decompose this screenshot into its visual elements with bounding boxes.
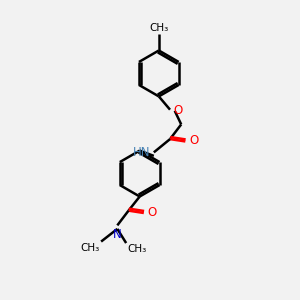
Text: N: N xyxy=(113,228,122,241)
Text: HN: HN xyxy=(133,146,150,159)
Text: O: O xyxy=(148,206,157,219)
Text: CH₃: CH₃ xyxy=(80,243,100,253)
Text: CH₃: CH₃ xyxy=(128,244,147,254)
Text: CH₃: CH₃ xyxy=(149,23,169,33)
Text: O: O xyxy=(174,104,183,117)
Text: O: O xyxy=(189,134,198,147)
